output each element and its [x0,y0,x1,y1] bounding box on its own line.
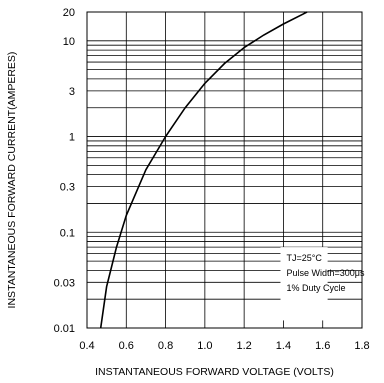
x-tick-label: 0.8 [158,340,173,352]
annotation-background [280,247,328,321]
tick-labels: 0.4 0.6 0.8 1.0 1.2 1.4 1.6 1.8 0.01 0.03 0.1 0.3 1 3… [54,7,370,352]
y-axis-label: INSTANTANEOUS FORWARD CURRENT(AMPERES) [6,52,18,309]
x-tick-label: 1.4 [276,340,291,352]
y-tick-label: 0.03 [54,277,75,289]
y-tick-label: 10 [63,36,75,48]
y-tick-label: 3 [69,86,75,98]
x-tick-label: 0.4 [79,340,94,352]
plot-frame [86,11,363,329]
x-tick-label: 1.0 [197,340,212,352]
annotation-line-duty-cycle: 1% Duty Cycle [286,283,345,293]
y-tick-label: 0.1 [60,227,75,239]
x-tick-label: 1.6 [315,340,330,352]
y-tick-label: 0.01 [54,323,75,335]
x-axis-label: INSTANTANEOUS FORWARD VOLTAGE (VOLTS) [95,366,334,378]
x-tick-label: 1.8 [354,340,369,352]
annotation-line-temperature: TJ=25°C [286,253,322,263]
annotation-box: TJ=25°C Pulse Width=300μs 1% Duty Cycle [280,247,365,321]
x-tick-label: 1.2 [236,340,251,352]
x-tick-label: 0.6 [119,340,134,352]
series-line [99,11,308,329]
y-tick-label: 20 [63,7,75,19]
grid-lines [87,12,362,328]
y-tick-label: 0.3 [60,182,75,194]
y-tick-label: 1 [69,132,75,144]
annotation-line-pulse-width: Pulse Width=300μs [286,268,364,278]
